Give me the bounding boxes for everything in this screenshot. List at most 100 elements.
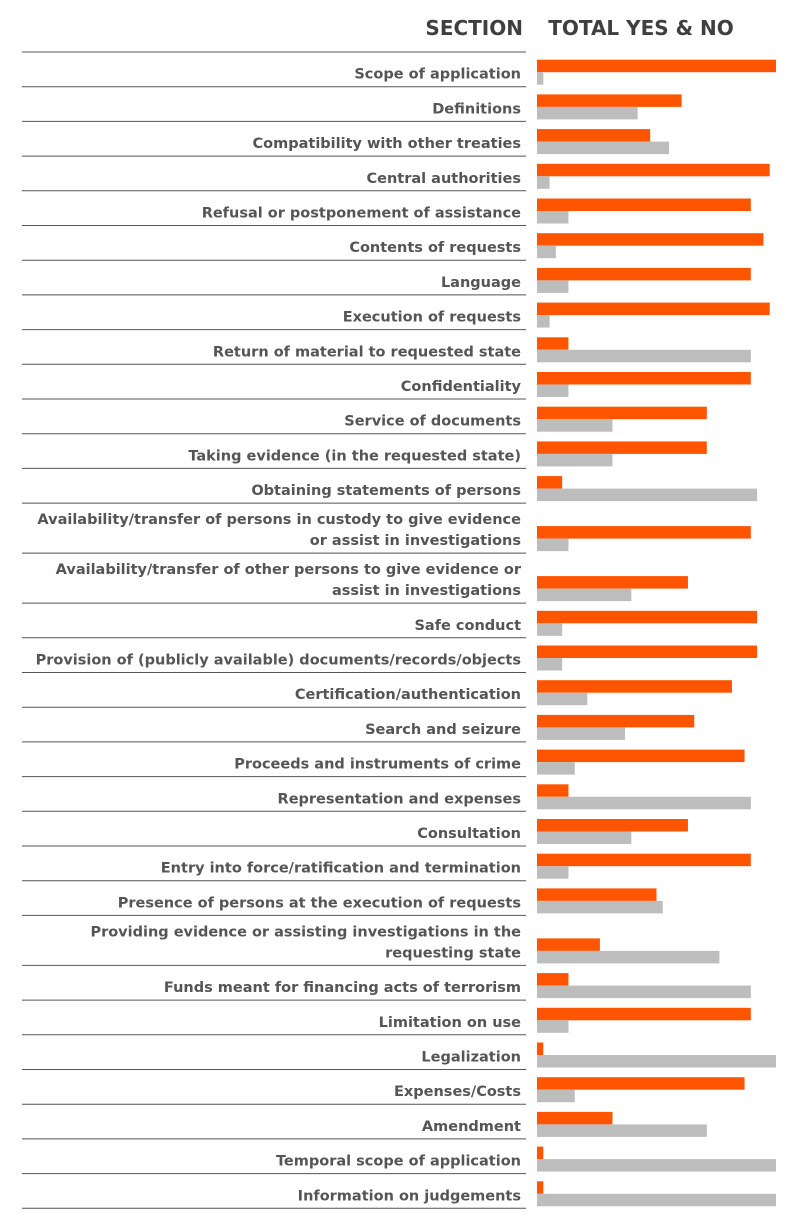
bar-series-1 [537, 749, 745, 763]
category-label: Temporal scope of application [276, 1154, 521, 1170]
section-header: SECTION [425, 16, 523, 40]
bar-series-2 [537, 1089, 575, 1103]
category-label: Taking evidence (in the requested state) [188, 448, 521, 464]
bar-series-1 [537, 476, 563, 489]
category-label: assist in investigations [332, 583, 521, 599]
bar-series-2 [537, 538, 569, 552]
category-label: Expenses/Costs [394, 1084, 521, 1100]
category-label: Presence of persons at the execution of … [118, 895, 521, 911]
bar-series-2 [537, 1020, 569, 1033]
category-label: Return of material to requested state [213, 344, 521, 360]
bar-series-2 [537, 985, 751, 999]
bar-series-1 [537, 645, 758, 658]
bar-series-1 [537, 163, 770, 177]
bar-series-1 [537, 784, 569, 797]
category-label: Language [441, 275, 521, 291]
bar-series-1 [537, 680, 732, 693]
bar-series-2 [537, 280, 569, 293]
bar-series-1 [537, 1146, 544, 1160]
bar-series-2 [537, 453, 613, 467]
total-header: TOTAL YES & NO [548, 16, 734, 40]
category-label: requesting state [385, 945, 521, 961]
bar-series-2 [537, 349, 751, 363]
category-label: Legalization [421, 1050, 521, 1066]
bar-series-2 [537, 488, 758, 502]
bar-series-1 [537, 337, 569, 350]
bar-series-2 [537, 866, 569, 879]
category-label: Availability/transfer of other persons t… [56, 562, 522, 578]
category-label: Service of documents [344, 414, 521, 430]
category-label: Representation and expenses [278, 791, 521, 807]
category-label: Entry into force/ratification and termin… [161, 861, 521, 877]
bar-series-2 [537, 106, 638, 120]
bar-series-1 [537, 610, 758, 624]
bar-series-2 [537, 141, 670, 155]
category-label: Definitions [432, 101, 521, 117]
bar-series-2 [537, 72, 544, 85]
category-label: Confidentiality [401, 379, 522, 395]
category-label: Scope of application [354, 67, 521, 83]
category-label: Amendment [422, 1119, 521, 1135]
bar-series-1 [537, 888, 657, 901]
bar-series-1 [537, 302, 770, 316]
bar-series-2 [537, 588, 632, 602]
bar-series-2 [537, 950, 720, 964]
chart-rows: Scope of application Definitions Compatibi… [22, 51, 776, 1209]
bar-series-2 [537, 727, 626, 740]
bar-series-2 [537, 900, 663, 914]
category-label: Contents of requests [349, 240, 521, 256]
bar-series-1 [537, 441, 707, 454]
bar-series-2 [537, 176, 550, 189]
category-label: Availability/transfer of persons in cust… [37, 512, 521, 528]
category-label: or assist in investigations [310, 533, 521, 549]
bar-series-1 [537, 1007, 751, 1021]
category-label: Safe conduct [414, 618, 521, 634]
category-label: Certification/authentication [295, 687, 521, 703]
bar-series-2 [537, 419, 613, 432]
category-label: Consultation [417, 826, 521, 842]
bar-series-1 [537, 267, 751, 281]
bar-series-1 [537, 819, 688, 832]
bar-series-1 [537, 938, 600, 951]
bar-series-2 [537, 1193, 776, 1207]
bar-series-2 [537, 1159, 776, 1172]
category-label: Limitation on use [379, 1015, 522, 1031]
category-label: Search and seizure [365, 722, 521, 738]
bar-series-2 [537, 623, 563, 636]
bar-series-1 [537, 1111, 613, 1125]
bar-series-1 [537, 59, 776, 73]
category-label: Proceeds and instruments of crime [234, 757, 521, 773]
bar-series-1 [537, 576, 688, 589]
category-label: Provision of (publicly available) docume… [36, 653, 521, 669]
bar-series-1 [537, 1181, 544, 1194]
bar-series-2 [537, 211, 569, 224]
bar-series-1 [537, 198, 751, 211]
bar-series-1 [537, 1042, 544, 1055]
bar-series-2 [537, 796, 751, 810]
bar-series-1 [537, 973, 569, 986]
category-label: Execution of requests [343, 310, 521, 326]
category-label: Obtaining statements of persons [251, 483, 521, 499]
bar-series-1 [537, 1077, 745, 1090]
category-label: Central authorities [367, 171, 522, 187]
bar-series-2 [537, 762, 575, 775]
category-label: Refusal or postponement of assistance [202, 206, 521, 222]
bar-series-1 [537, 233, 764, 246]
category-label: Compatibility with other treaties [253, 136, 521, 152]
category-label: Information on judgements [298, 1188, 521, 1204]
bar-series-2 [537, 315, 550, 328]
bar-series-2 [537, 1124, 707, 1137]
bar-series-2 [537, 658, 563, 671]
category-label: Funds meant for financing acts of terror… [164, 980, 521, 996]
bar-series-2 [537, 384, 569, 397]
bar-series-1 [537, 94, 682, 107]
category-label: Providing evidence or assisting investig… [90, 924, 521, 940]
bar-series-1 [537, 129, 651, 142]
bar-series-2 [537, 692, 588, 706]
bar-series-1 [537, 372, 751, 385]
bar-series-2 [537, 245, 556, 259]
bar-series-1 [537, 853, 751, 867]
bar-series-1 [537, 526, 751, 539]
bar-series-1 [537, 406, 707, 420]
